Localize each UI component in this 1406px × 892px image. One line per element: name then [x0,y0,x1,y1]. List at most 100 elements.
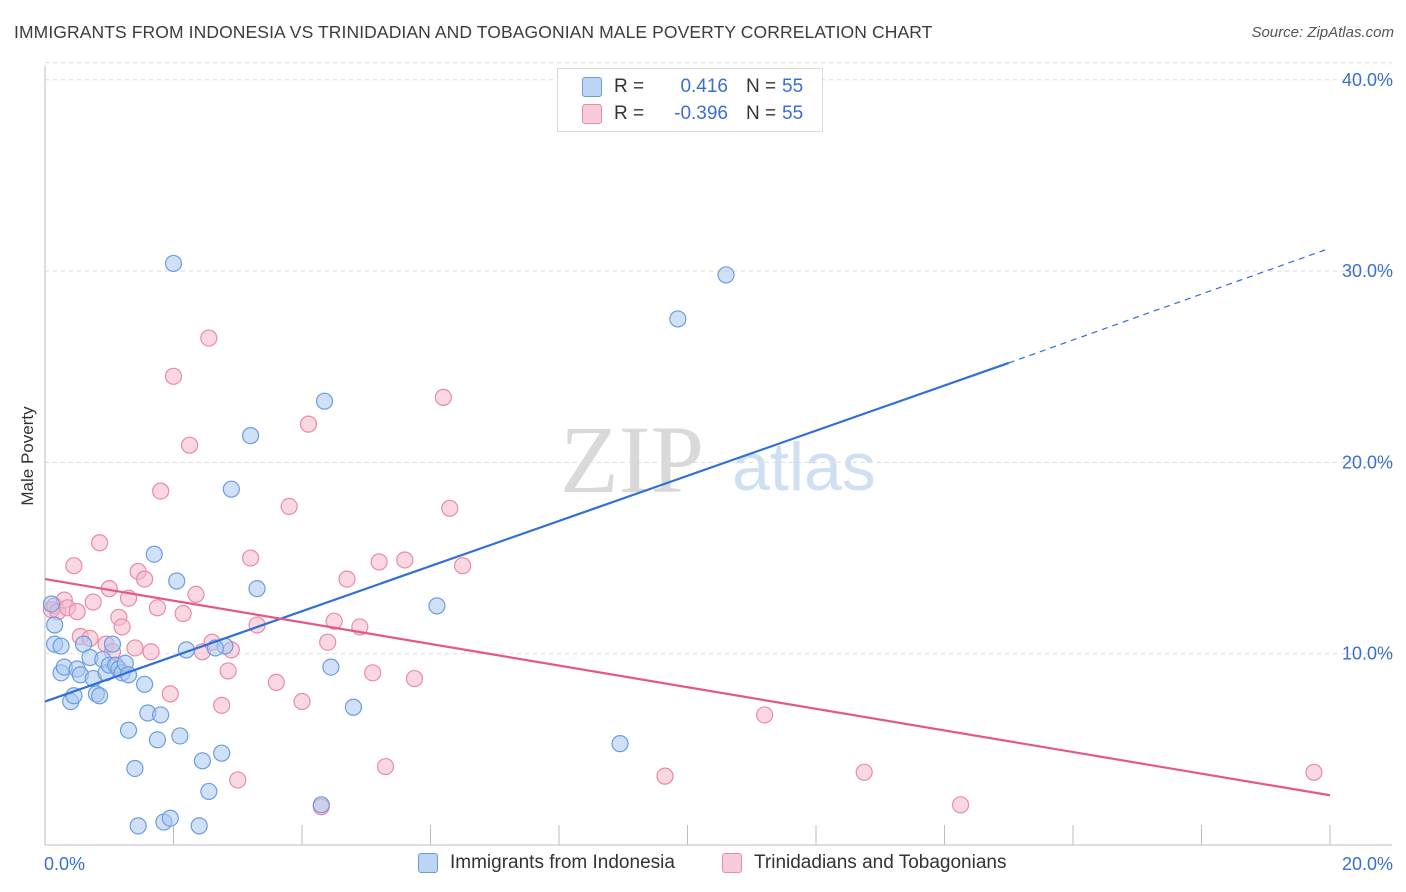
pink-point [242,549,260,567]
pink-point [135,570,154,588]
n-label: N = [746,103,777,124]
legend-label: Immigrants from Indonesia [450,852,675,873]
pink-point [1305,763,1323,781]
legend-item-indonesia: Immigrants from Indonesia [418,852,675,874]
y-axis-label: Male Poverty [18,406,37,506]
pink-point [325,612,343,630]
pink-point [68,603,86,621]
x-tick-label: 0.0% [44,854,85,874]
legend-row-pink: R = -0.396 N = 55 [582,102,803,126]
blue-point [213,744,231,762]
pink-point [142,643,160,661]
blue-point [344,698,362,716]
blue-point [103,635,122,653]
pink-point [364,664,382,682]
svg-text:atlas: atlas [732,429,876,505]
blue-point [242,427,260,445]
r-label: R = [614,103,645,124]
pink-series-points [42,329,1323,816]
pink-point [396,551,414,569]
pink-point [187,585,205,603]
pink-point [319,633,337,651]
svg-text:ZIP: ZIP [560,406,704,513]
blue-point [129,817,147,835]
pink-point [84,593,102,611]
blue-point [52,637,70,655]
pink-point [855,763,873,781]
blue-point [46,616,64,634]
r-value: 0.416 [680,76,728,97]
y-tick-label: 10.0% [1342,644,1393,664]
stats-legend: R = 0.416 N = 55 R = -0.396 N = 55 [557,68,823,132]
blue-point [315,392,334,410]
pink-trendline [44,578,1331,797]
pink-point [454,557,472,575]
pink-point [299,415,318,433]
pink-point [229,771,247,789]
r-label: R = [614,76,645,97]
pink-swatch-icon [582,104,602,124]
blue-point [611,735,629,753]
pink-point [213,696,231,714]
pink-point [91,534,109,552]
blue-point [200,782,218,801]
blue-point [164,254,183,273]
blue-point [145,545,163,563]
legend-item-trinidad: Trinidadians and Tobagonians [722,852,1006,874]
blue-point [717,266,735,284]
blue-point [148,731,167,749]
blue-series-points [42,254,735,835]
pink-point [434,388,452,406]
pink-point [152,482,170,500]
series-legend: Immigrants from Indonesia Trinidadians a… [0,852,1406,878]
pink-point [174,604,192,623]
pink-point [164,367,183,385]
blue-point [171,727,189,745]
blue-point [91,687,109,705]
blue-point [193,752,212,770]
pink-point [405,669,424,688]
pink-point [161,685,179,703]
pink-point [219,662,237,680]
pink-point [441,499,459,517]
pink-point [148,599,167,617]
blue-point [152,706,170,724]
pink-point [113,618,131,636]
blue-point [248,580,266,598]
axes [44,66,1392,846]
pink-point [370,553,388,571]
chart-title: IMMIGRANTS FROM INDONESIA VS TRINIDADIAN… [14,22,933,42]
y-tick-label: 20.0% [1342,452,1393,472]
source-label: Source: ZipAtlas.com [1251,24,1394,41]
pink-point [951,796,970,814]
blue-point [42,595,61,613]
pink-point [126,639,144,657]
y-tick-label: 30.0% [1342,261,1393,281]
legend-label: Trinidadians and Tobagonians [754,852,1007,873]
pink-point [338,570,356,588]
pink-swatch-icon [722,853,742,873]
y-tick-label: 40.0% [1342,70,1393,90]
trendlines [44,247,1331,797]
blue-point [168,572,186,590]
pink-point [376,757,395,776]
n-value: 55 [782,76,804,97]
pink-point [200,329,218,347]
tick-labels: 10.0% 20.0% 30.0% 40.0% 0.0% 20.0% [44,70,1393,874]
blue-point [161,809,179,827]
blue-point [669,310,687,328]
pink-point [280,497,298,515]
pink-point [755,706,774,724]
pink-point [267,673,285,691]
pink-point [180,436,199,454]
pink-point [656,767,674,785]
blue-point [428,597,446,615]
n-label: N = [746,76,777,97]
blue-point [119,721,138,739]
blue-trendline [44,361,1010,703]
blue-point [312,796,330,814]
blue-point [222,480,240,498]
blue-trendline-extension [1008,247,1331,364]
pink-point [65,557,83,575]
